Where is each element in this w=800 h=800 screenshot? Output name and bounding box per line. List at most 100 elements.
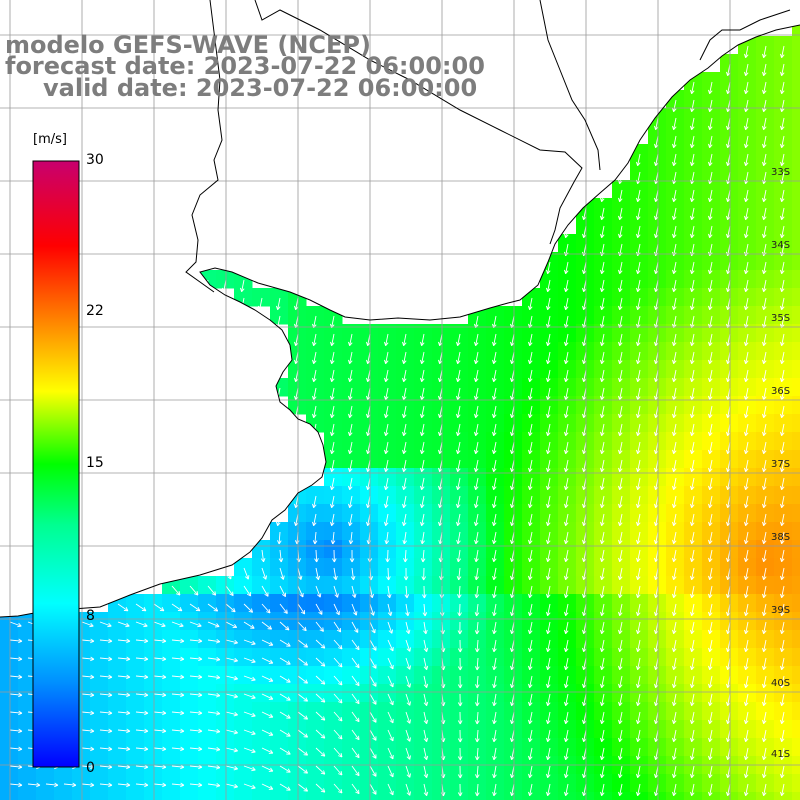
wind-cell [684,414,703,433]
wind-cell [252,612,271,631]
wind-cell [756,54,775,73]
wind-arrow [744,207,749,221]
wind-arrow [457,711,463,725]
wind-cell [738,432,757,451]
wind-arrow [780,603,785,617]
wind-arrow [708,387,713,401]
wind-cell [558,432,577,451]
wind-cell [558,288,577,307]
wind-cell [306,540,325,559]
wind-arrow [333,603,340,616]
wind-arrow [618,405,623,419]
wind-cell [360,486,379,505]
wind-cell [468,612,487,631]
wind-cell [648,792,667,800]
wind-cell [432,540,451,559]
wind-arrow [330,387,335,401]
wind-arrow [690,81,695,95]
wind-arrow [405,675,411,688]
wind-arrow [261,567,268,580]
wind-cell [684,216,703,235]
wind-cell [774,432,793,451]
wind-arrow [528,729,533,743]
wind-arrow [457,657,463,671]
wind-arrow [672,657,677,671]
wind-cell [702,144,721,163]
wind-cell [666,540,685,559]
wind-cell [666,630,685,649]
wind-arrow [690,639,695,653]
wind-arrow [672,729,677,743]
wind-arrow [564,783,569,797]
wind-cell [90,738,109,757]
wind-cell [432,414,451,433]
wind-cell [450,702,469,721]
latitude-label: 38S [771,532,791,543]
wind-arrow [153,746,167,752]
wind-arrow [564,729,569,743]
wind-arrow [243,639,256,646]
wind-cell [360,720,379,739]
wind-arrow [189,656,203,662]
wind-arrow [564,603,569,617]
wind-cell [270,774,289,793]
wind-cell [252,684,271,703]
wind-arrow [351,675,360,687]
wind-arrow [636,531,641,545]
wind-arrow [492,711,497,725]
wind-cell [540,450,559,469]
wind-cell [792,234,800,253]
wind-arrow [618,207,623,221]
wind-cell [648,486,667,505]
wind-arrow [690,441,695,455]
wind-arrow [348,513,353,527]
wind-cell [630,666,649,685]
wind-arrow [780,639,785,653]
wind-arrow [636,657,641,671]
wind-arrow [528,567,533,581]
wind-arrow [708,459,713,473]
wind-cell [288,684,307,703]
wind-cell [684,432,703,451]
wind-cell [522,666,541,685]
wind-cell [306,504,325,523]
wind-arrow [762,531,767,545]
wind-arrow [402,513,407,527]
wind-cell [684,738,703,757]
wind-arrow [384,441,389,455]
wind-cell [324,630,343,649]
wind-cell [684,180,703,199]
wind-cell [522,792,541,800]
wind-arrow [153,692,167,698]
wind-cell [432,684,451,703]
wind-arrow [708,747,713,761]
wind-arrow [708,333,713,347]
wind-cell [504,612,523,631]
wind-cell [594,522,613,541]
wind-cell [414,702,433,721]
wind-arrow [546,405,551,419]
wind-cell [414,774,433,793]
wind-cell [666,594,685,613]
wind-arrow [348,459,353,473]
wind-cell [270,666,289,685]
wind-arrow [369,783,377,795]
wind-cell [504,684,523,703]
wind-cell [504,720,523,739]
wind-cell [630,594,649,613]
wind-arrow [349,549,355,563]
wind-cell [324,774,343,793]
wind-arrow [402,531,408,545]
wind-cell [720,306,739,325]
wind-arrow [207,603,219,612]
wind-cell [540,702,559,721]
wind-cell [450,378,469,397]
wind-arrow [384,333,389,347]
wind-cell [468,666,487,685]
wind-arrow [780,63,785,77]
wind-arrow [600,441,605,455]
wind-arrow [762,189,767,203]
wind-cell [144,774,163,793]
wind-cell [216,648,235,667]
